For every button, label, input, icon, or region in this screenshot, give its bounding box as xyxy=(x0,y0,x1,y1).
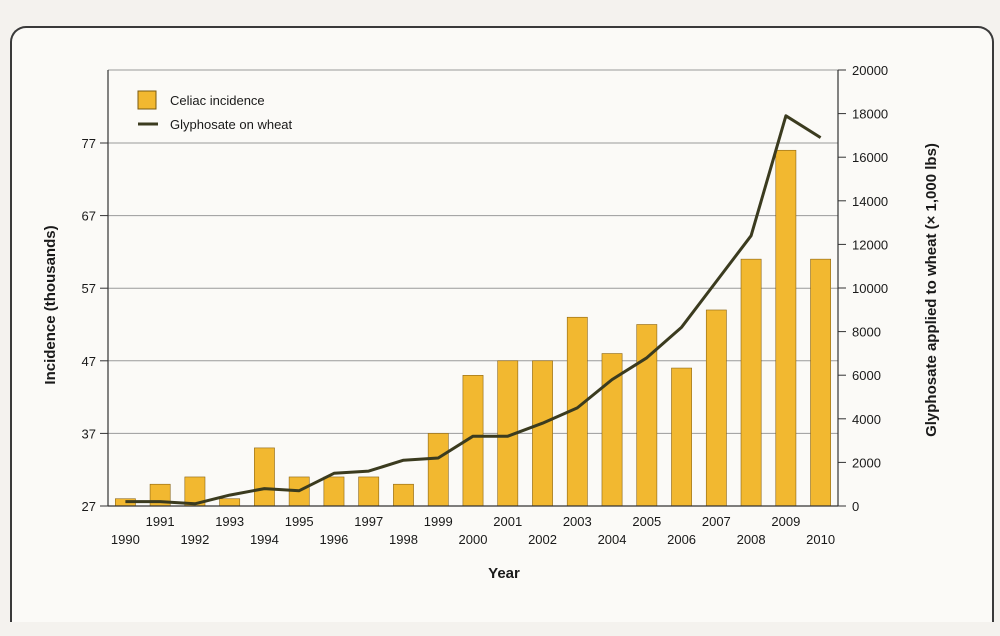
x-tick-label: 2002 xyxy=(528,532,557,547)
x-tick-label: 2007 xyxy=(702,514,731,529)
x-tick-label: 2005 xyxy=(632,514,661,529)
x-tick-label: 1996 xyxy=(319,532,348,547)
left-tick-label: 47 xyxy=(82,354,96,369)
x-tick-label: 2008 xyxy=(737,532,766,547)
right-tick-label: 6000 xyxy=(852,368,881,383)
x-tick-label: 2003 xyxy=(563,514,592,529)
right-tick-label: 4000 xyxy=(852,412,881,427)
x-tick-label: 1990 xyxy=(111,532,140,547)
x-tick-label: 2000 xyxy=(459,532,488,547)
legend-label-celiac-incidence: Celiac incidence xyxy=(170,93,265,108)
left-tick-label: 57 xyxy=(82,281,96,296)
bar-celiac-2006 xyxy=(671,367,692,507)
tick-labels: 27 37 47 57 67 77 0 2000 4000 6000 8000 10000 12000 1… xyxy=(82,63,889,547)
line-glyphosate-on-wheat xyxy=(125,114,822,506)
axes xyxy=(100,69,846,507)
bar-celiac-2008 xyxy=(740,258,762,507)
legend-label-glyphosate: Glyphosate on wheat xyxy=(170,117,293,132)
bar-celiac-1999 xyxy=(427,433,449,507)
right-tick-label: 16000 xyxy=(852,150,888,165)
right-tick-label: 8000 xyxy=(852,325,881,340)
x-tick-label: 1993 xyxy=(215,514,244,529)
x-tick-label: 1999 xyxy=(424,514,453,529)
left-tick-label: 37 xyxy=(82,426,96,441)
left-tick-label: 27 xyxy=(82,499,96,514)
bar-celiac-1998 xyxy=(393,483,414,507)
left-tick-label: 77 xyxy=(82,136,96,151)
bar-celiac-2009 xyxy=(775,149,797,507)
x-tick-label: 2009 xyxy=(771,514,800,529)
right-tick-label: 0 xyxy=(852,499,859,514)
right-tick-label: 18000 xyxy=(852,107,888,122)
right-tick-label: 2000 xyxy=(852,455,881,470)
bar-celiac-1993 xyxy=(219,498,241,507)
bar-celiac-2010 xyxy=(810,258,831,507)
x-tick-label: 2010 xyxy=(806,532,835,547)
left-tick-label: 67 xyxy=(82,209,96,224)
legend: Celiac incidence Glyphosate on wheat xyxy=(137,90,293,132)
y2-axis-title: Glyphosate applied to wheat (× 1,000 lbs… xyxy=(923,143,940,437)
bar-celiac-2002 xyxy=(532,360,553,507)
bar-celiac-2007 xyxy=(705,309,727,507)
x-tick-label: 1998 xyxy=(389,532,418,547)
bar-celiac-1996 xyxy=(323,476,345,507)
x-tick-label: 2006 xyxy=(667,532,696,547)
right-tick-label: 12000 xyxy=(852,237,888,252)
x-tick-label: 1991 xyxy=(146,514,175,529)
x-tick-label: 2001 xyxy=(493,514,522,529)
x-tick-label: 1995 xyxy=(285,514,314,529)
x-tick-label: 1992 xyxy=(180,532,209,547)
bar-celiac-1994 xyxy=(254,447,275,507)
x-axis-title: Year xyxy=(488,565,520,582)
bars xyxy=(115,149,831,507)
x-tick-label: 1994 xyxy=(250,532,279,547)
right-tick-label: 14000 xyxy=(852,194,888,209)
x-tick-label: 2004 xyxy=(598,532,627,547)
legend-swatch-celiac-incidence xyxy=(137,90,157,110)
right-tick-label: 10000 xyxy=(852,281,888,296)
bar-celiac-1997 xyxy=(358,476,380,507)
right-tick-label: 20000 xyxy=(852,63,888,78)
x-tick-label: 1997 xyxy=(354,514,383,529)
y-axis-title: Incidence (thousands) xyxy=(42,225,59,384)
line-series xyxy=(125,114,822,506)
